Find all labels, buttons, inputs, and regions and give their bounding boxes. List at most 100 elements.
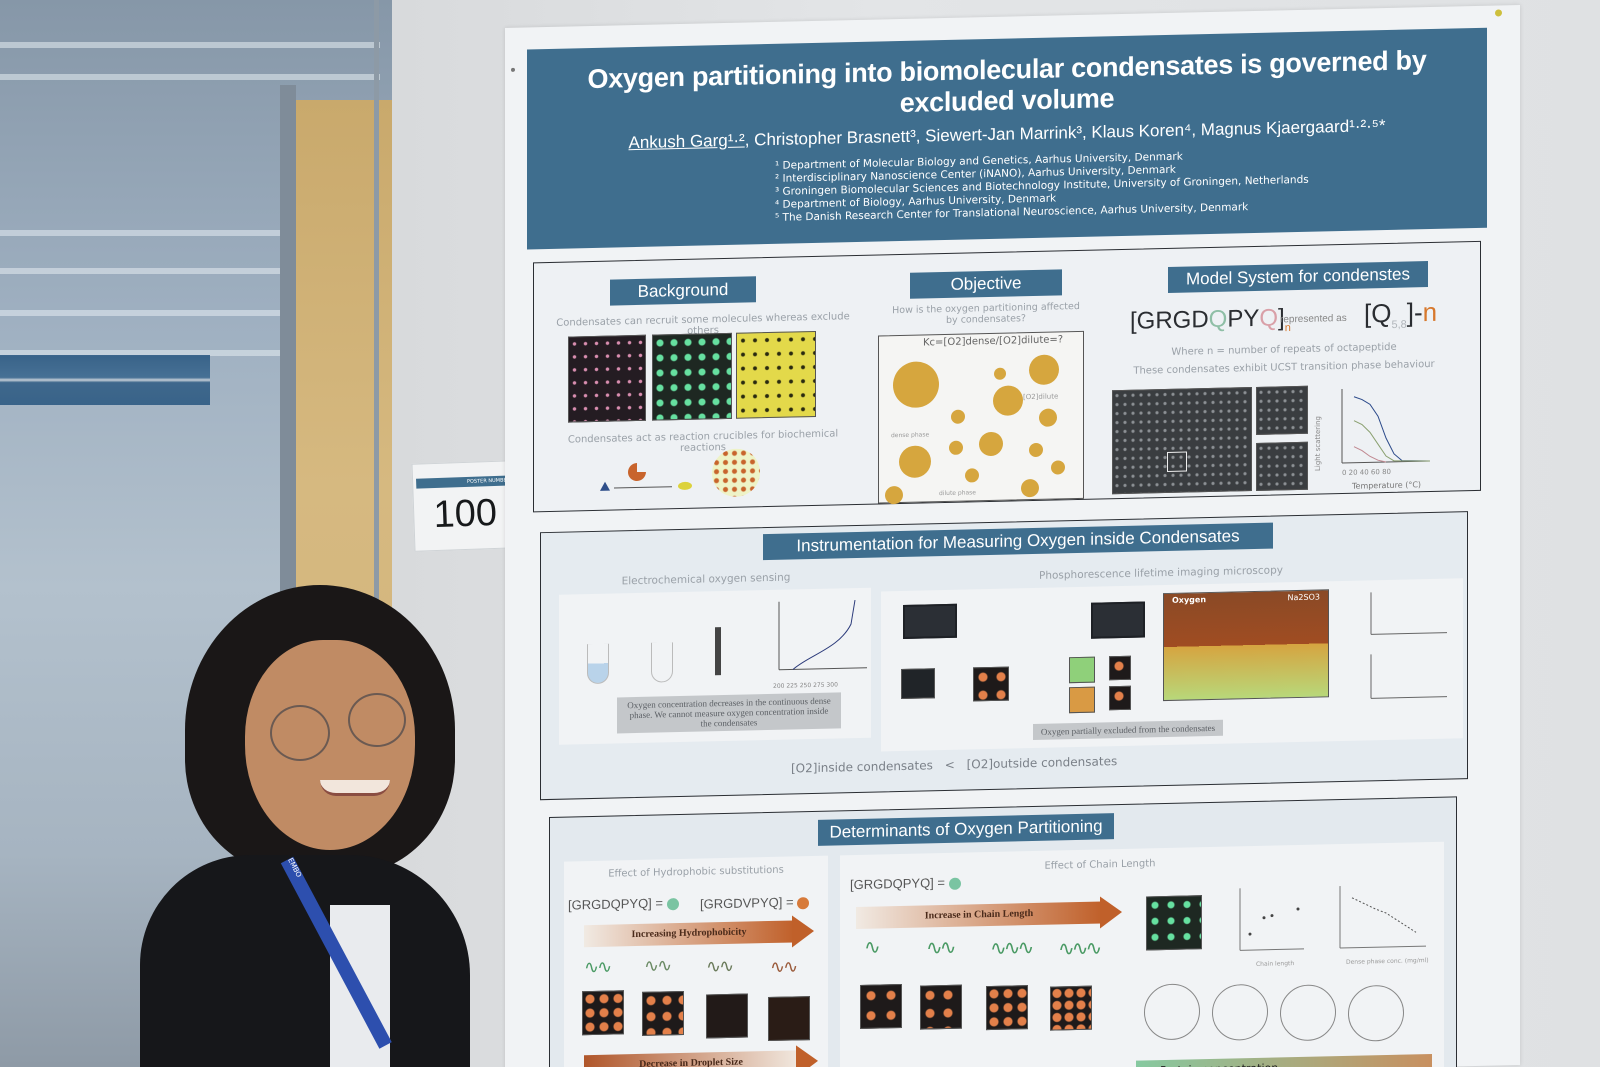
droplet (994, 367, 1006, 380)
tube-icon (587, 643, 609, 685)
instrumentation-heading: Instrumentation for Measuring Oxygen ins… (763, 522, 1273, 561)
first-author: Ankush Garg¹·² (628, 130, 745, 153)
poster-title: Oxygen partitioning into biomolecular co… (587, 45, 1427, 119)
peptide-chain-icon: ∿∿ (584, 956, 611, 979)
network-diagram-icon (1280, 984, 1336, 1042)
zoom-box (1167, 451, 1187, 472)
instrumentation-section: Instrumentation for Measuring Oxygen ins… (540, 511, 1468, 801)
oxygen-gradient-figure: Oxygen Na2SO3 (1163, 589, 1329, 702)
peptide-chain-icon: ∿∿ (926, 934, 954, 960)
droplet (1029, 442, 1043, 458)
frosted-stripe (0, 350, 400, 356)
droplet-image (706, 993, 748, 1039)
hydrophobic-panel: Effect of Hydrophobic substitutions [GRG… (564, 855, 828, 1067)
droplet (949, 440, 963, 455)
network-diagram-icon (1348, 984, 1404, 1042)
micrograph-dark (901, 668, 935, 700)
blue-band-background (0, 355, 210, 405)
determinants-heading: Determinants of Oxygen Partitioning (818, 813, 1114, 846)
dense-droplet (893, 361, 939, 409)
droplet (899, 445, 931, 479)
peptide-chain-icon: ∿∿ (706, 955, 733, 978)
poster-header: Oxygen partitioning into biomolecular co… (527, 27, 1487, 250)
conclusion-statement: [O2]inside condensates < [O2]outside con… (791, 754, 1117, 775)
oxygen-depth-profile-chart: 200 225 250 275 300 (773, 599, 867, 690)
conclusion-outside: [O2]outside condensates (966, 754, 1118, 772)
green-droplet-image (1146, 895, 1202, 951)
enzyme-icon (628, 462, 646, 482)
hydrophobicity-arrow: Increasing Hydrophobicity (584, 920, 794, 948)
intro-row: Background Condensates can recruit some … (533, 240, 1481, 513)
dilute-label: [O2]dilute (1023, 392, 1059, 402)
chain-sequence: [GRGDQPYQ] = (850, 875, 961, 893)
objective-heading: Objective (910, 269, 1062, 299)
svg-text:Light scattering: Light scattering (1314, 416, 1322, 471)
substrate-triangle-icon (600, 481, 610, 491)
peptide-chain-icon: ∿∿∿ (990, 935, 1032, 960)
micrograph-orange-small (1109, 685, 1131, 711)
scientific-poster: Oxygen partitioning into biomolecular co… (505, 4, 1520, 1067)
plim-summary-charts (1370, 592, 1447, 699)
eyeglasses-icon (270, 705, 330, 761)
droplet-image (860, 983, 902, 1029)
droplet-size-arrow: Decrease in Droplet Size (584, 1050, 798, 1067)
short-notation: [Q5,8]-n (1364, 296, 1438, 332)
droplet-image (642, 990, 684, 1036)
orange-dot-icon (797, 896, 810, 909)
ucst-light-scattering-chart: Light scattering 0 20 40 60 80 Temperatu… (1314, 388, 1431, 491)
peptide-chain-icon: ∿∿∿ (1058, 935, 1100, 961)
sequence-q: [GRGDQPYQ] = (568, 895, 679, 913)
lifetime-map-green (1069, 656, 1095, 684)
oxygen-sensor-icon (715, 627, 721, 676)
pin-icon (511, 67, 515, 72)
micrograph-orange (973, 666, 1009, 702)
frosted-stripe (0, 74, 380, 80)
network-diagram-icon (1144, 983, 1200, 1041)
chain-length-charts: Chain length Dense phase conc. (mg/ml) (1239, 886, 1429, 968)
droplet (965, 468, 979, 483)
peptide-chain-icon: ∿∿ (644, 955, 671, 977)
condensate-crucible-icon (712, 448, 760, 498)
plim-panel: Oxygen Na2SO3 Oxygen partially excluded … (881, 578, 1463, 752)
dilute-phase-label: dilute phase (939, 489, 977, 498)
model-note-1: Where n = number of repeats of octapepti… (1171, 341, 1397, 358)
svg-text:Dense phase conc. (mg/ml): Dense phase conc. (mg/ml) (1346, 957, 1429, 966)
sequence-q-text: [GRGDQPYQ] = (568, 895, 663, 913)
pin-icon (1495, 9, 1502, 17)
svg-text:200 225 250 275 300: 200 225 250 275 300 (773, 681, 838, 689)
svg-text:Temperature (°C): Temperature (°C) (1351, 480, 1421, 491)
droplet (885, 485, 903, 505)
droplet-image (582, 990, 624, 1036)
glass-divider-pole (374, 0, 379, 1067)
model-system-heading: Model System for condenstes (1168, 261, 1428, 293)
computer-screen-icon (1091, 601, 1145, 639)
chain-sequence-text: [GRGDQPYQ] = (850, 875, 945, 893)
sequence-v-text: [GRGDVPYQ] = (700, 894, 794, 912)
sem-micrograph (1112, 387, 1252, 495)
droplet-image (768, 996, 810, 1042)
droplet (1051, 460, 1065, 475)
background-caption-2: Condensates act as reaction crucibles fo… (567, 428, 839, 455)
eyeglasses-icon (348, 693, 406, 747)
droplet (1029, 354, 1059, 386)
droplet (979, 431, 1003, 457)
conclusion-inside: [O2]inside condensates (791, 758, 933, 776)
frosted-stripe (0, 310, 400, 316)
presenter-smile (320, 780, 390, 796)
droplet-image (920, 984, 962, 1030)
objective-diagram: Kc=[O2]dense/[O2]dilute=? [O2]dilute den… (878, 330, 1084, 505)
frosted-stripe (0, 268, 400, 274)
frosted-stripe (0, 42, 380, 48)
poster-number-label: POSTER NUMBER (416, 475, 515, 489)
chain-length-panel: Effect of Chain Length [GRGDQPYQ] = Incr… (840, 841, 1444, 1067)
green-dot-icon (666, 897, 679, 910)
objective-question: How is the oxygen partitioning affected … (892, 300, 1080, 326)
svg-text:Chain length: Chain length (1256, 960, 1294, 968)
droplet (1039, 408, 1057, 427)
plim-note: Oxygen partially excluded from the conde… (1033, 719, 1223, 741)
chain-length-title: Effect of Chain Length (1044, 858, 1156, 872)
droplet (993, 385, 1023, 416)
frosted-stripe (0, 230, 400, 236)
micrograph-pink (568, 334, 646, 423)
peptide-chain-icon: ∿∿ (770, 956, 797, 978)
